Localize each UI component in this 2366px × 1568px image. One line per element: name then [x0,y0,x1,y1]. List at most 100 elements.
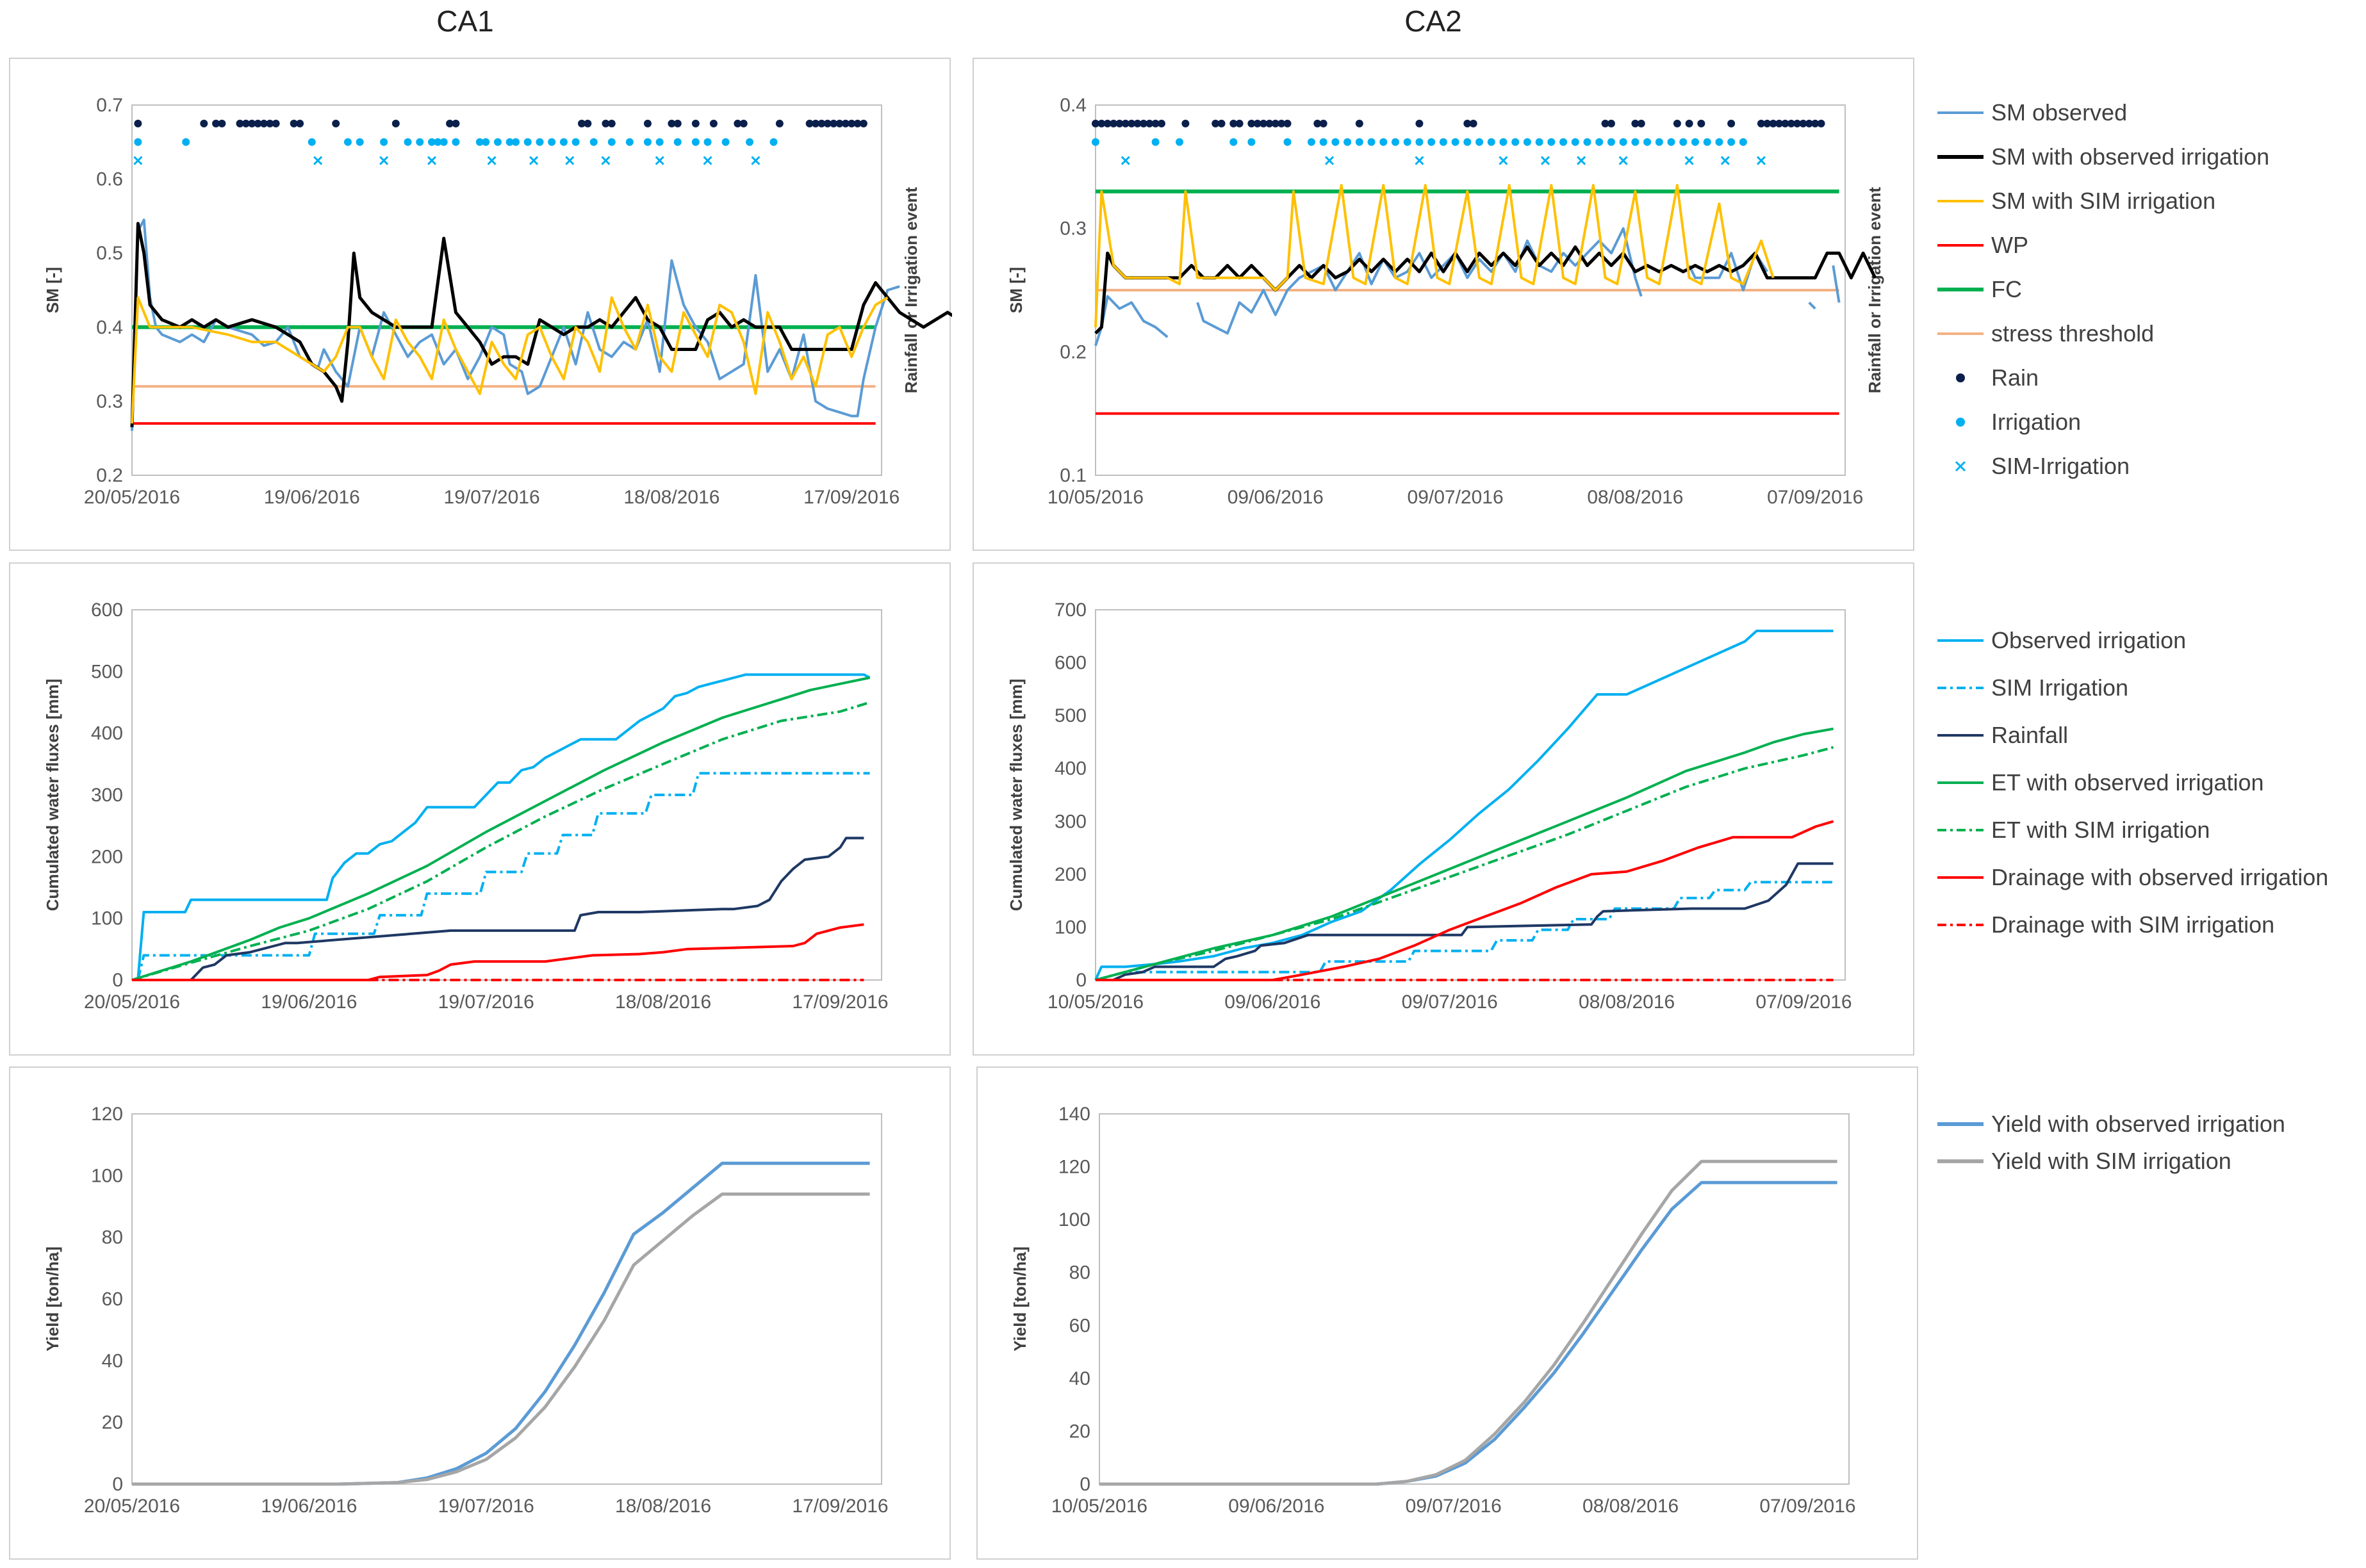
y-axis-title: Yield [ton/ha] [1010,1246,1030,1352]
legend-sm: SM observed SM with observed irrigation SM… [1935,94,2358,491]
rain-marker [1097,119,1106,127]
x-tick-label: 18/08/2016 [615,992,711,1013]
rain-marker [1673,119,1681,127]
irrigation-marker [746,138,754,146]
irrigation-marker [1703,138,1711,146]
rain-marker [830,119,838,127]
y-tick-label: 120 [91,1104,123,1125]
irrigation-marker [1247,138,1256,146]
legend-label: stress threshold [1991,320,2155,347]
sim-irrigation-marker [1415,156,1424,165]
irrigation-marker [356,138,364,146]
rain-marker [668,119,676,127]
rain-marker [607,119,616,127]
irrigation-marker [1229,138,1238,146]
irrigation-marker [1415,138,1424,146]
rain-marker [1631,119,1639,127]
series-et-with-sim-irrigation [1095,746,1834,981]
legend-yield: Yield with observed irrigation Yield with… [1935,1105,2358,1195]
series-et-with-sim-irrigation [131,701,871,981]
y-axis-title: SM [-] [43,267,62,313]
legend-swatch [1956,418,1965,427]
irrigation-marker [434,138,442,146]
y-tick-label: 0.5 [96,243,123,264]
legend-label: Drainage with observed irrigation [1991,864,2329,890]
series-sm-observed [131,218,900,431]
x-tick-label: 08/08/2016 [1582,1496,1679,1517]
rain-marker [1115,119,1124,127]
rain-marker [391,119,400,127]
y-tick-label: 100 [91,908,123,929]
y-tick-label: 500 [1055,705,1087,726]
legend-swatch [1937,639,1984,642]
x-tick-label: 10/05/2016 [1047,992,1144,1013]
irrigation-marker [1547,138,1556,146]
legend-label: SM with observed irrigation [1991,143,2270,170]
x-tick-label: 19/07/2016 [438,992,534,1013]
x-tick-label: 19/06/2016 [261,1496,357,1517]
irrigation-marker [1607,138,1615,146]
legend-label: Observed irrigation [1991,627,2187,653]
legend-item-et-with-observed-irrigation: ET with observed irrigation [1935,764,2264,802]
rain-marker [1146,119,1154,127]
irrigation-marker [523,138,532,146]
rain-marker [584,119,592,127]
legend-label: ET with observed irrigation [1991,769,2264,796]
plot-area [131,609,882,981]
x-tick-label: 17/09/2016 [792,1496,888,1517]
irrigation-marker [769,138,778,146]
rain-marker [248,119,256,127]
rain-marker [259,119,268,127]
sim-irrigation-marker [133,156,143,165]
rain-marker [1271,119,1279,127]
legend-marker [1955,461,1966,472]
chart-panel-ca1-flux: 0 100 200 300 400 500 600 20/05/2016 19/06/2016 1… [9,562,951,1056]
irrigation-marker [1439,138,1447,146]
y-tick-label: 0.2 [96,465,123,486]
rain-marker [859,119,867,127]
rain-marker [643,119,652,127]
x-tick-label: 09/06/2016 [1228,1496,1324,1517]
irrigation-marker [1535,138,1543,146]
series-sm-observed [1832,265,1841,303]
rain-marker [254,119,262,127]
x-tick-label: 19/07/2016 [444,487,540,508]
series-observed-irrigation [1094,630,1834,981]
x-tick-label: 17/09/2016 [792,992,888,1013]
irrigation-marker [1307,138,1315,146]
irrigation-marker [1092,138,1099,146]
rain-marker [242,119,250,127]
rain-marker [1260,119,1268,127]
legend-item-sm-observed: SM observed [1935,94,2127,132]
rain-marker [1697,119,1705,127]
series-et-with-observed-irrigation [1095,727,1834,981]
irrigation-marker [1319,138,1327,146]
x-tick-label: 19/06/2016 [264,487,360,508]
rain-marker [1763,119,1771,127]
legend-label: Rainfall [1991,722,2069,748]
irrigation-marker [1487,138,1495,146]
x-tick-label: 19/06/2016 [261,992,357,1013]
rain-marker [1805,119,1813,127]
chart-panel-ca2-sm: 0.1 0.2 0.3 0.4 10/05/2016 09/06/2016 09/07/20… [973,58,1914,551]
sim-irrigation-marker [703,156,712,165]
legend-item-sm-with-sim-irrigation: SM with SIM irrigation [1935,182,2215,220]
x-tick-label: 09/06/2016 [1224,992,1320,1013]
rain-marker [578,119,586,127]
irrigation-marker [1463,138,1472,146]
irrigation-marker [1643,138,1652,146]
legend-item-drainage-with-sim-irrigation: Drainage with SIM irrigation [1935,906,2274,944]
rain-marker [1601,119,1609,127]
rain-marker [1811,119,1820,127]
irrigation-marker [1691,138,1699,146]
legend-swatch [1937,781,1984,784]
rain-marker [1727,119,1736,127]
irrigation-marker [404,138,412,146]
sim-irrigation-marker [427,156,437,165]
rain-marker [1415,119,1424,127]
irrigation-marker [493,138,502,146]
legend-label: Yield with SIM irrigation [1991,1148,2231,1174]
rain-marker [452,119,460,127]
rain-marker [296,119,304,127]
irrigation-marker [1451,138,1459,146]
